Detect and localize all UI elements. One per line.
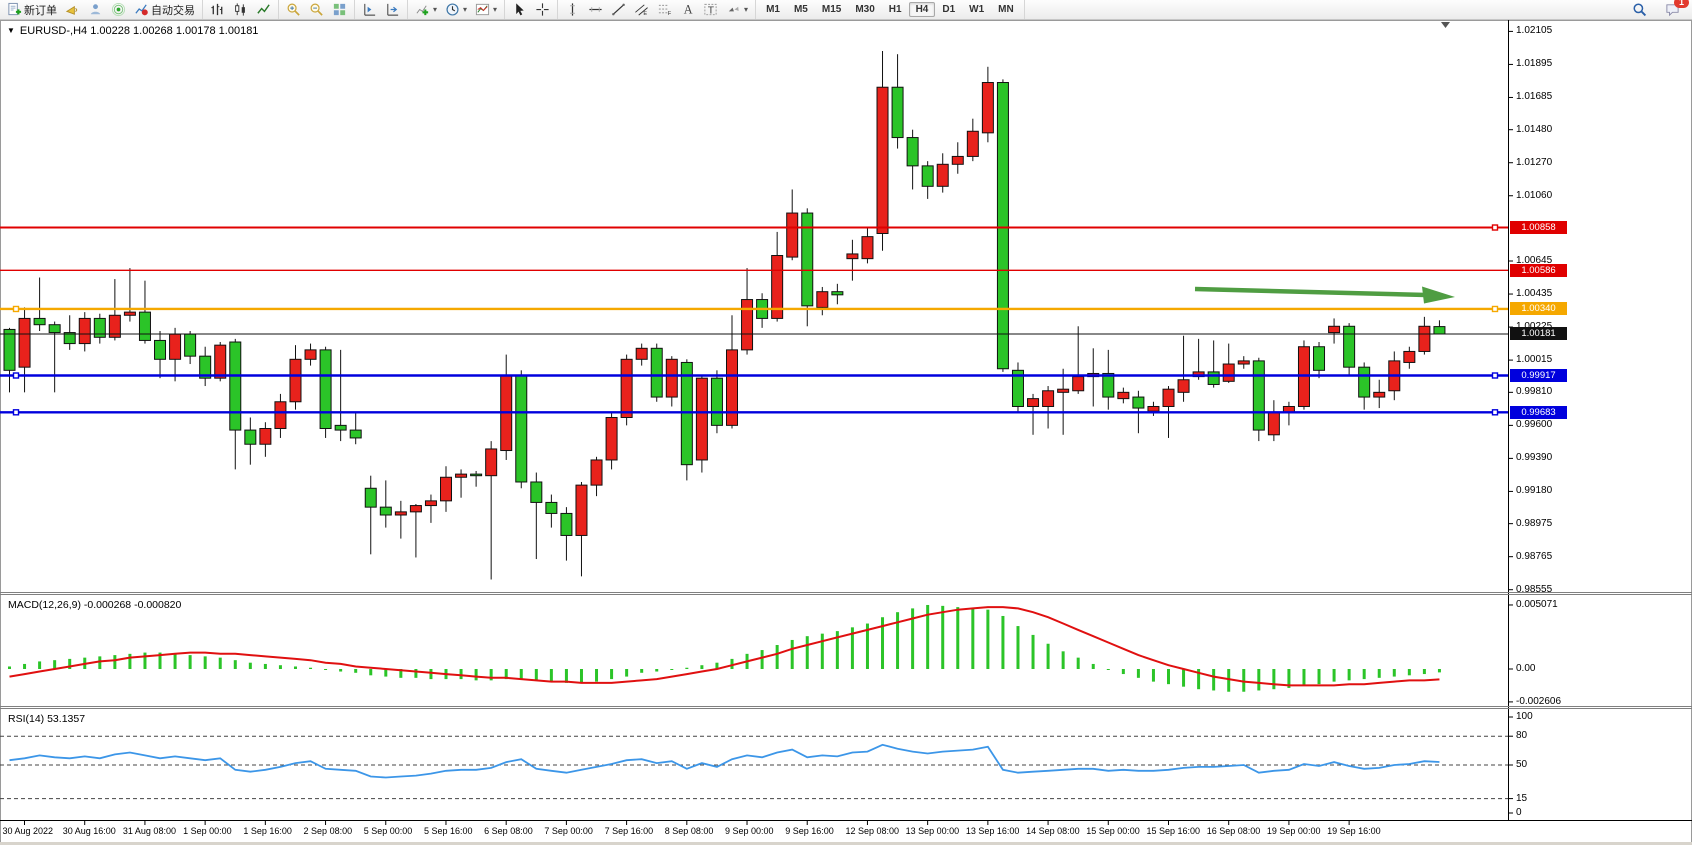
- zoom-out-button[interactable]: [305, 0, 328, 19]
- bars-icon: [210, 2, 225, 17]
- toolbar-group-4: ▾ ▾ ▾: [408, 0, 506, 19]
- timeframe-w1[interactable]: W1: [969, 4, 985, 15]
- main-toolbar: 新订单 自动交易 ▾ ▾ ▾ ▾ M1 M5 M15 M30 H1 H4 D1 W1 MN 1: [0, 0, 1692, 20]
- cursor-button[interactable]: [508, 0, 531, 19]
- bars-button[interactable]: [206, 0, 229, 19]
- profile-button[interactable]: [84, 0, 107, 19]
- timeframe-m1[interactable]: M1: [766, 4, 780, 15]
- crosshair-icon: [535, 2, 550, 17]
- timeframe-m5[interactable]: M5: [793, 4, 808, 15]
- profile-icon: [88, 2, 103, 17]
- templates-caret-icon[interactable]: ▾: [493, 5, 498, 14]
- vline-icon: [565, 2, 580, 17]
- chart-title-text: EURUSD-,H4 1.00228 1.00268 1.00178 1.001…: [19, 25, 259, 37]
- trendline-button[interactable]: [607, 0, 630, 19]
- chart-collapse-icon[interactable]: ▼: [7, 26, 15, 35]
- fibo-icon: [657, 2, 672, 17]
- megaphone-icon: [65, 2, 80, 17]
- chart-title: ▼ EURUSD-,H4 1.00228 1.00268 1.00178 1.00…: [7, 25, 258, 37]
- indicators-button[interactable]: ▾: [411, 0, 441, 19]
- indicators-caret-icon[interactable]: ▾: [433, 5, 438, 14]
- text-button[interactable]: [676, 0, 699, 19]
- linechart-icon: [256, 2, 271, 17]
- autotrade-icon: [134, 2, 149, 17]
- price-axis[interactable]: [1509, 20, 1691, 820]
- rsi-panel[interactable]: [0, 710, 1508, 820]
- chart-plot-area[interactable]: [0, 20, 1508, 594]
- tiles-icon: [332, 2, 347, 17]
- timeframe-h4[interactable]: H4: [908, 2, 936, 17]
- toolbar-right: 1: [1628, 0, 1692, 19]
- window-bottom-edge: [0, 842, 1692, 845]
- time-axis[interactable]: [0, 821, 1508, 842]
- cursor-icon: [512, 2, 527, 17]
- timeframe-h1[interactable]: H1: [888, 4, 902, 15]
- megaphone-button[interactable]: [61, 0, 84, 19]
- toolbar-group-3: [355, 0, 408, 19]
- new-order-label: 新订单: [24, 4, 57, 17]
- timeframe-m15[interactable]: M15: [821, 4, 842, 15]
- autotrade-button[interactable]: 自动交易: [130, 0, 199, 20]
- toolbar-group-2: [279, 0, 355, 19]
- zoom-in-button[interactable]: [282, 0, 305, 19]
- new-order-button[interactable]: 新订单: [3, 0, 61, 20]
- hline-button[interactable]: [584, 0, 607, 19]
- text-icon: [680, 2, 695, 17]
- trendline-icon: [611, 2, 626, 17]
- zoom-out-icon: [309, 2, 324, 17]
- candles-button[interactable]: [229, 0, 252, 19]
- timeframe-group: M1 M5 M15 M30 H1 H4 D1 W1 MN: [756, 0, 1025, 19]
- templates-button[interactable]: ▾: [471, 0, 501, 19]
- crosshair-button[interactable]: [531, 0, 554, 19]
- toolbar-group-5: [505, 0, 559, 19]
- toolbar-group-6: ▾: [558, 0, 757, 19]
- timeframe-d1[interactable]: D1: [942, 4, 956, 15]
- shapes-button[interactable]: ▾: [722, 0, 752, 19]
- notification-badge: 1: [1674, 0, 1689, 8]
- periods-icon: [445, 2, 460, 17]
- shapes-icon: [726, 2, 741, 17]
- shapes-caret-icon[interactable]: ▾: [744, 5, 749, 14]
- periods-caret-icon[interactable]: ▾: [463, 5, 468, 14]
- zoom-in-icon: [286, 2, 301, 17]
- rsi-label: RSI(14) 53.1357: [8, 713, 86, 725]
- fibo-button[interactable]: [653, 0, 676, 19]
- macd-label: MACD(12,26,9) -0.000268 -0.000820: [8, 599, 182, 611]
- periods-button[interactable]: ▾: [441, 0, 471, 19]
- shift-button[interactable]: [358, 0, 381, 19]
- macd-panel[interactable]: [0, 596, 1508, 708]
- channel-button[interactable]: [630, 0, 653, 19]
- new-order-icon: [7, 2, 22, 17]
- autoscroll-icon: [385, 2, 400, 17]
- templates-icon: [475, 2, 490, 17]
- timeframe-mn[interactable]: MN: [998, 4, 1014, 15]
- vline-button[interactable]: [561, 0, 584, 19]
- indicators-icon: [415, 2, 430, 17]
- signal-button[interactable]: [107, 0, 130, 19]
- candles-icon: [233, 2, 248, 17]
- signal-icon: [111, 2, 126, 17]
- tiles-button[interactable]: [328, 0, 351, 19]
- linechart-button[interactable]: [252, 0, 275, 19]
- toolbar-group-1: [203, 0, 279, 19]
- search-icon: [1632, 2, 1647, 17]
- label-icon: [703, 2, 718, 17]
- autoscroll-button[interactable]: [381, 0, 404, 19]
- label-button[interactable]: [699, 0, 722, 19]
- channel-icon: [634, 2, 649, 17]
- search-button[interactable]: [1628, 0, 1651, 19]
- timeframe-m30[interactable]: M30: [855, 4, 875, 15]
- chat-button[interactable]: 1: [1661, 0, 1689, 19]
- shift-icon: [362, 2, 377, 17]
- toolbar-group-0: 新订单 自动交易: [0, 0, 203, 19]
- hline-icon: [588, 2, 603, 17]
- autotrade-label: 自动交易: [151, 4, 195, 17]
